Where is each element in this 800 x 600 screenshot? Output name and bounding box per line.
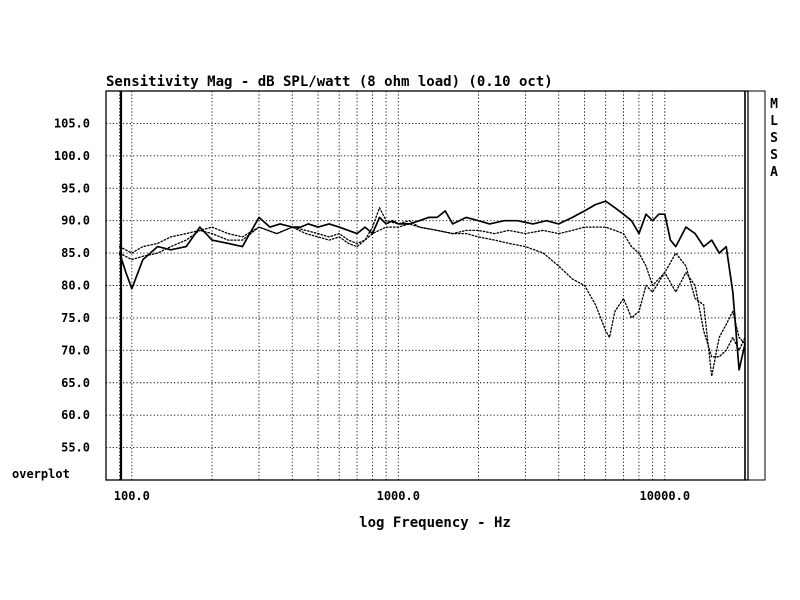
side-letter: M	[770, 97, 778, 112]
y-tick-label: 105.0	[54, 116, 90, 130]
side-letter: S	[770, 148, 778, 163]
y-tick-label: 95.0	[61, 181, 90, 195]
x-tick-label: 1000.0	[377, 489, 420, 503]
x-tick-label: 100.0	[114, 489, 150, 503]
side-letter: L	[770, 114, 778, 129]
y-axis-ticks: 55.0 60.0 65.0 70.0 75.0 80.0 85.0 90.0 95.0 100.…	[54, 116, 90, 454]
y-tick-label: 70.0	[61, 343, 90, 357]
y-tick-label: 55.0	[61, 441, 90, 455]
y-tick-label: 65.0	[61, 376, 90, 390]
y-tick-label: 80.0	[61, 279, 90, 293]
side-letter: A	[770, 165, 778, 180]
x-tick-label: 10000.0	[639, 489, 690, 503]
series-line-3	[118, 207, 746, 377]
side-letter: S	[770, 131, 778, 146]
grid-layer	[106, 91, 746, 480]
y-tick-label: 60.0	[61, 408, 90, 422]
y-tick-label: 90.0	[61, 214, 90, 228]
side-panel-frame	[747, 90, 766, 481]
series-line-2	[118, 223, 746, 358]
x-axis-label: log Frequency - Hz	[359, 515, 511, 531]
x-axis-ticks: 100.0 1000.0 10000.0	[114, 489, 690, 503]
y-tick-label: 85.0	[61, 246, 90, 260]
chart-title: Sensitivity Mag - dB SPL/watt (8 ohm loa…	[106, 74, 553, 90]
y-tick-label: 100.0	[54, 149, 90, 163]
series-line-1	[118, 200, 746, 371]
overplot-label: overplot	[12, 467, 70, 481]
series-layer	[118, 200, 746, 377]
y-tick-label: 75.0	[61, 311, 90, 325]
